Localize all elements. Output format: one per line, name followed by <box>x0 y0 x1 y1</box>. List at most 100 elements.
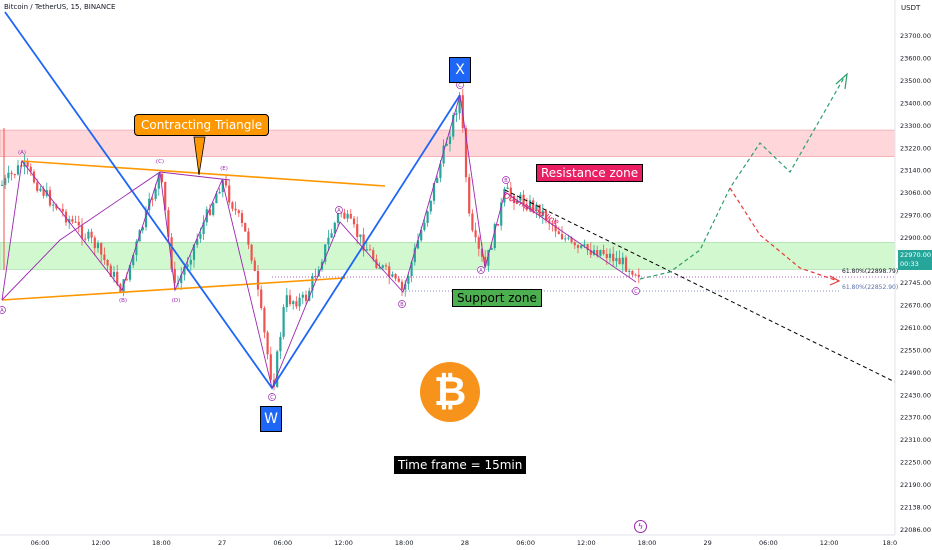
candle-body <box>391 274 394 277</box>
last-price: 22970.00 <box>900 251 932 259</box>
x-tick-label: 06:00 <box>516 539 535 547</box>
candle-body <box>215 193 218 204</box>
wave-point-marker <box>502 176 510 184</box>
wave-point-label: A <box>337 208 341 214</box>
candle-body <box>484 256 487 266</box>
candle-body <box>314 275 317 277</box>
candle-body <box>221 180 224 193</box>
candle-body <box>39 188 42 191</box>
wave-point-label: B <box>400 302 404 308</box>
candle-body <box>192 244 196 260</box>
wave-point-label: A <box>479 268 483 274</box>
candle-body <box>189 259 192 265</box>
candle-body <box>535 204 538 211</box>
candle-body <box>452 115 455 137</box>
candle-body <box>4 178 7 185</box>
candle-body <box>93 237 96 249</box>
y-tick-label: 23220.00 <box>900 144 931 152</box>
wave-point-label: (C) <box>156 159 164 165</box>
candle-body <box>180 274 183 283</box>
candle-body <box>439 163 442 178</box>
candle-body <box>512 195 516 203</box>
candle-body <box>634 274 637 276</box>
candle-body <box>420 229 423 241</box>
bar-countdown: 00:33 <box>900 260 919 268</box>
price-axis[interactable]: 23700.00 23600.00 23500.00 23400.00 23300.00… <box>894 0 931 535</box>
y-tick-label: 22430.00 <box>900 391 931 399</box>
candle-body <box>74 221 77 223</box>
triangle-upper-line <box>21 160 386 187</box>
candle-body <box>208 209 212 215</box>
candle-body <box>260 289 263 309</box>
candle-body <box>231 202 234 209</box>
candle-body <box>573 242 576 246</box>
y-tick-label: 22086.00 <box>900 526 931 534</box>
candle-body <box>64 211 68 223</box>
candle-body <box>368 249 372 251</box>
bitcoin-logo: ₿ <box>420 362 480 422</box>
wave-point-marker <box>477 266 485 274</box>
wave-w-label: W <box>260 406 282 432</box>
candle-body <box>538 204 541 217</box>
x-tick-label: 06:00 <box>273 539 292 547</box>
candle-body <box>423 223 426 230</box>
candle-body <box>404 283 407 290</box>
candle-body <box>157 173 160 189</box>
candle-body <box>36 182 39 191</box>
candle-body <box>285 295 288 308</box>
candle-body <box>602 249 605 255</box>
x-tick-label: 12:00 <box>577 539 596 547</box>
candle-body <box>416 240 420 249</box>
candle-body <box>13 174 16 176</box>
y-tick-label: 23060.00 <box>900 189 931 197</box>
lightning-icon[interactable]: ϟ <box>634 520 647 533</box>
candle-body <box>471 213 474 231</box>
candle-body <box>0 184 4 186</box>
candle-body <box>212 203 215 215</box>
subwave-line <box>459 94 637 283</box>
y-tick-label: 23500.00 <box>900 77 931 85</box>
candle-body <box>247 231 250 245</box>
wave-point-label: (E) <box>220 166 228 172</box>
wave-point-label: C <box>634 289 638 295</box>
y-tick-label: 22610.00 <box>900 324 931 332</box>
candle-body <box>400 281 404 290</box>
candle-body <box>170 237 173 269</box>
time-axis[interactable]: 06:00 12:00 18:00 27 06:00 12:00 18:00 28 06:00 1… <box>0 534 897 547</box>
support-label: Support zone <box>452 289 542 307</box>
y-tick-label: 22370.00 <box>900 414 931 422</box>
candle-body <box>151 198 154 200</box>
candle-body <box>90 231 93 238</box>
candle-body <box>125 279 128 281</box>
candle-body <box>356 224 359 237</box>
candle-body <box>61 208 64 212</box>
candle-body <box>164 181 167 211</box>
candle-body <box>109 265 112 277</box>
y-tick-label: 22745.00 <box>900 279 931 287</box>
candle-body <box>84 238 87 240</box>
candle-body <box>397 278 400 282</box>
candle-series <box>0 88 640 391</box>
candle-body <box>173 268 176 284</box>
y-tick-label: 22550.00 <box>900 346 931 354</box>
candle-body <box>128 265 132 280</box>
candle-body <box>506 187 509 189</box>
candle-body <box>522 194 525 206</box>
candle-body <box>388 266 391 277</box>
candle-body <box>544 210 548 221</box>
candle-body <box>528 200 532 210</box>
candle-body <box>52 204 55 206</box>
axis-unit: USDT <box>901 4 921 12</box>
wave-point-label: (B) <box>119 298 127 304</box>
x-tick-label: 18:00 <box>152 539 171 547</box>
candle-body <box>612 253 615 262</box>
candle-body <box>464 128 468 178</box>
candle-body <box>352 218 356 225</box>
bearish-arrowhead <box>829 275 841 286</box>
candle-body <box>445 144 448 146</box>
candle-body <box>183 266 186 275</box>
candle-body <box>55 204 58 209</box>
candle-body <box>100 243 103 255</box>
candle-body <box>237 210 240 214</box>
y-tick-label: 22190.00 <box>900 481 931 489</box>
